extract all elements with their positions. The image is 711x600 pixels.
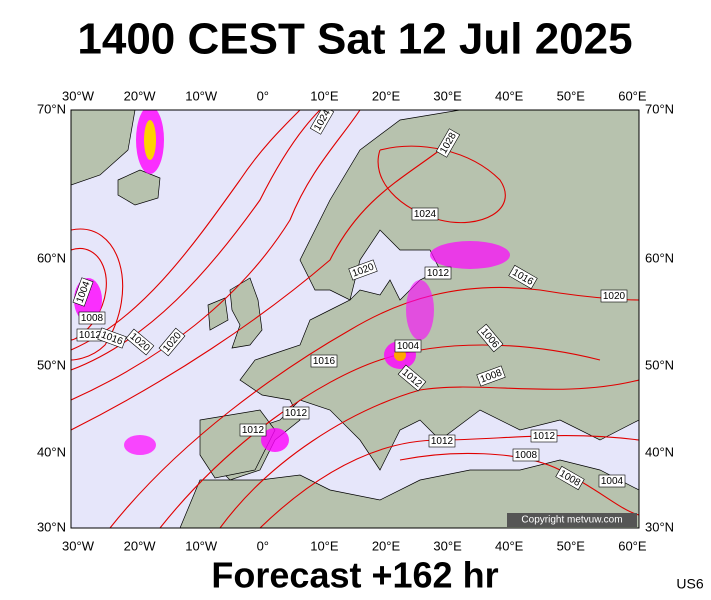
longitude-label: 30°W: [62, 88, 95, 103]
footer: Forecast +162 hr: [211, 555, 498, 596]
longitude-label: 30°E: [433, 538, 462, 553]
longitude-label: 50°E: [557, 538, 586, 553]
isobar-label-box: [394, 339, 422, 353]
longitude-label: 30°E: [433, 88, 462, 103]
latitude-label: 70°N: [645, 101, 674, 116]
latitude-label: 30°N: [37, 519, 66, 534]
isobar-label-text: 1004: [601, 476, 624, 487]
isobar-label: 1024: [411, 207, 439, 221]
isobar-label-box: [158, 327, 186, 357]
longitude-label: 10°W: [185, 88, 218, 103]
isobar-label-text: 1012: [79, 330, 102, 341]
isobar-label: 1008: [78, 311, 106, 325]
longitude-label: 0°: [257, 88, 269, 103]
longitude-label: 10°W: [185, 538, 218, 553]
land: [117, 169, 161, 206]
isobar-label-box: [600, 289, 628, 303]
copyright: Copyright metvuw.com: [521, 515, 622, 526]
isobar-label-text: 1008: [81, 313, 104, 324]
latitude-label: 30°N: [645, 519, 674, 534]
longitude-label: 20°W: [124, 538, 157, 553]
land: [71, 110, 136, 186]
latitude-label: 40°N: [37, 444, 66, 459]
map-frame: [70, 109, 640, 529]
isobar-label-text: 1012: [242, 425, 265, 436]
isobar-label-box: [476, 323, 504, 353]
isobars: [71, 110, 639, 528]
isobar-label: 1012: [530, 429, 558, 443]
isobar-label: 1016: [310, 354, 338, 368]
longitude-label: 60°E: [618, 88, 647, 103]
latitude-label: 50°N: [37, 357, 66, 372]
isobar-label-text: 1004: [397, 341, 420, 352]
longitude-label: 40°E: [495, 88, 524, 103]
latitude-label: 50°N: [645, 357, 674, 372]
isobar-label-box: [424, 266, 452, 280]
isobar-label-box: [598, 474, 626, 488]
isobar-label-box: [508, 264, 538, 290]
latitude-label: 60°N: [37, 250, 66, 265]
latitude-label: 70°N: [37, 101, 66, 116]
longitude-label: 10°E: [310, 538, 339, 553]
longitude-label: 10°E: [310, 88, 339, 103]
latitude-label: 60°N: [645, 250, 674, 265]
isobar-label-box: [555, 465, 585, 491]
isobar-label-text: 1012: [533, 431, 556, 442]
isobar-label-text: 1020: [603, 291, 626, 302]
title: 1400 CEST Sat 12 Jul 2025: [77, 15, 632, 64]
isobar-label-box: [397, 364, 427, 392]
isobar-label-text: 1016: [313, 356, 336, 367]
isobar-label: 1012: [239, 423, 267, 437]
isobar-label-text: 1012: [285, 408, 308, 419]
isobar-label-box: [435, 128, 461, 158]
longitude-label: 20°W: [124, 88, 157, 103]
isobar-label-box: [97, 327, 127, 349]
isobar-label-box: [476, 365, 506, 387]
isobar-label-box: [530, 429, 558, 443]
model-code: US6: [676, 576, 703, 592]
isobar-label: 1012: [282, 406, 310, 420]
isobar-label-text: 1012: [431, 436, 454, 447]
isobar-label: 1012: [428, 434, 456, 448]
isobar-label-text: 1008: [515, 450, 538, 461]
isobar-label-box: [512, 448, 540, 462]
longitude-label: 20°E: [372, 538, 401, 553]
land: [207, 297, 229, 331]
isobar-label-box: [72, 277, 94, 307]
longitude-label: 0°: [257, 538, 269, 553]
isobar-label-box: [309, 110, 335, 135]
isobar-label: 1008: [512, 448, 540, 462]
longitude-label: 40°E: [495, 538, 524, 553]
axis-labels: 30°W 30°W 20°W 20°W 10°W 10°W 0° 0° 10°E 10°E 20°E…: [37, 88, 674, 553]
isobar-label: 1004: [394, 339, 422, 353]
land: [229, 277, 263, 349]
isobar-label-box: [125, 328, 155, 356]
isobar-label-box: [78, 311, 106, 325]
latitude-label: 40°N: [645, 444, 674, 459]
land: [179, 459, 639, 528]
isobar-label-box: [411, 207, 439, 221]
isobar-label: 1012: [424, 266, 452, 280]
longitude-label: 50°E: [557, 88, 586, 103]
isobar-label-box: [428, 434, 456, 448]
isobar-label-box: [310, 354, 338, 368]
isobar-label-box: [348, 259, 378, 281]
isobar-label-text: 1024: [414, 209, 437, 220]
isobar-label-text: 1012: [427, 268, 450, 279]
isobar-label: 1004: [598, 474, 626, 488]
isobar-label-box: [282, 406, 310, 420]
longitude-label: 20°E: [372, 88, 401, 103]
copyright-box: [507, 513, 637, 527]
isobar-label-box: [239, 423, 267, 437]
longitude-label: 60°E: [618, 538, 647, 553]
longitude-label: 30°W: [62, 538, 95, 553]
isobar-label: 1020: [600, 289, 628, 303]
